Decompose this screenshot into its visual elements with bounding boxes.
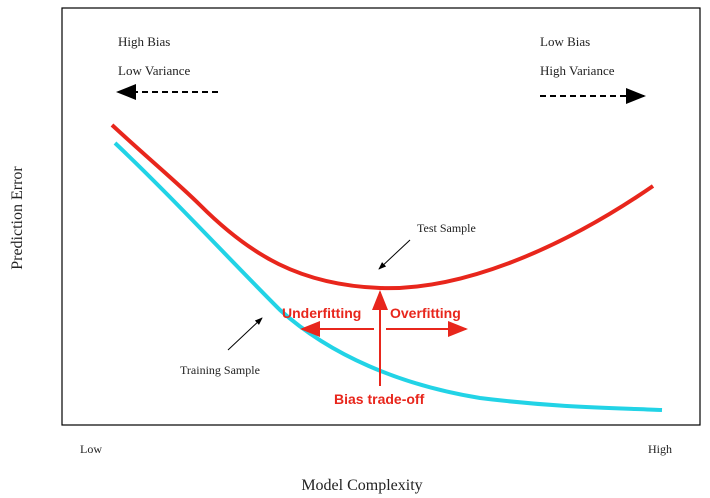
x-axis-label: Model Complexity: [301, 477, 422, 494]
plot-frame: [61, 7, 701, 426]
underfitting-label: Underfitting: [282, 305, 361, 321]
training-pointer: [227, 317, 263, 351]
right-note-line1: Low Bias: [540, 34, 590, 49]
test-curve: [110, 123, 655, 291]
tradeoff-label: Bias trade-off: [334, 391, 425, 407]
training-curve: [113, 141, 663, 412]
training-label: Training Sample: [180, 363, 260, 377]
left-note-line1: High Bias: [118, 34, 170, 49]
y-axis-label: Prediction Error: [9, 166, 26, 270]
left-note-line2: Low Variance: [118, 63, 191, 78]
right-note-line2: High Variance: [540, 63, 615, 78]
test-pointer: [378, 239, 411, 270]
x-high-label: High: [648, 442, 672, 456]
test-label: Test Sample: [417, 221, 476, 235]
x-low-label: Low: [80, 442, 102, 456]
overfitting-label: Overfitting: [390, 305, 461, 321]
